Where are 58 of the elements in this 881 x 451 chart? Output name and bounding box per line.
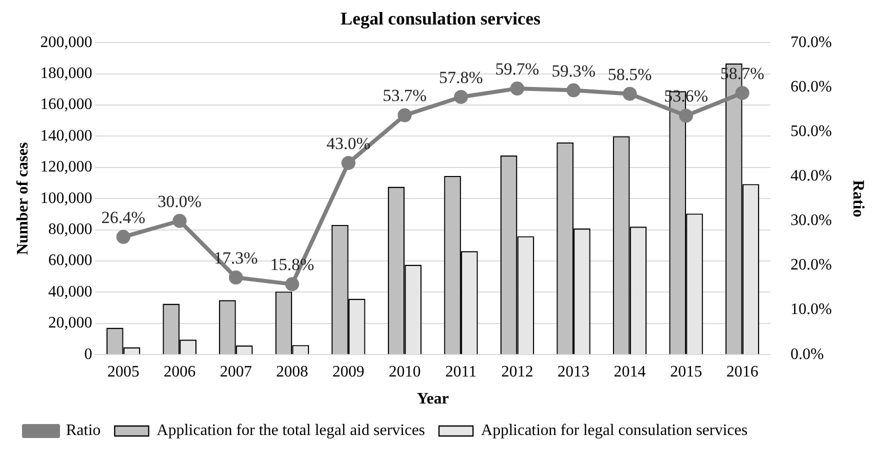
- data-label: 30.0%: [158, 192, 202, 211]
- x-tick-label: 2009: [332, 363, 364, 380]
- y2-tick-label: 70.0%: [790, 34, 832, 51]
- x-tick-label: 2013: [558, 363, 590, 380]
- point: [228, 270, 243, 284]
- data-label: 59.7%: [495, 59, 540, 78]
- y2-tick-label: 20.0%: [790, 256, 832, 274]
- point: [398, 108, 412, 122]
- y-tick-label: 120,000: [40, 158, 92, 176]
- x-tick-label: 2008: [276, 363, 308, 380]
- x-tick-label: 2015: [670, 363, 702, 380]
- data-label: 26.4%: [101, 208, 146, 227]
- y-tick-label: 140,000: [40, 127, 92, 144]
- y2-tick-label: 40.0%: [790, 168, 832, 185]
- point: [622, 86, 637, 101]
- point: [566, 83, 581, 98]
- y2-axis-title: Ratio: [849, 180, 866, 218]
- x-tick-label: 2012: [501, 363, 534, 380]
- point: [285, 277, 300, 292]
- data-label: 58.5%: [608, 64, 652, 84]
- legend-label: Ratio: [66, 422, 101, 440]
- point: [116, 230, 130, 244]
- y2-tick-label: 0.0%: [790, 346, 824, 363]
- legend-label: Application for legal consulation services: [481, 422, 748, 440]
- y-tick-label: 100,000: [40, 190, 92, 207]
- point: [679, 108, 694, 123]
- y-tick-label: 200,000: [40, 34, 92, 51]
- data-label: 53.7%: [382, 86, 427, 106]
- y2-tick-label: 30.0%: [790, 212, 832, 230]
- x-tick-label: 2014: [614, 363, 646, 380]
- point: [172, 214, 187, 228]
- y-tick-label: 20,000: [48, 314, 92, 332]
- data-label: 57.8%: [439, 68, 483, 87]
- x-tick-label: 2016: [726, 363, 758, 380]
- point: [510, 82, 524, 96]
- x-tick-label: 2006: [164, 363, 196, 380]
- y2-tick-label: 60.0%: [790, 78, 832, 96]
- point: [341, 156, 356, 170]
- y2-tick-label: 50.0%: [790, 122, 832, 140]
- legend-label: Application for the total legal aid services: [156, 422, 426, 440]
- chart-title: Legal consulation services: [340, 8, 540, 28]
- y-tick-label: 180,000: [40, 65, 92, 82]
- y-tick-label: 80,000: [48, 221, 92, 238]
- x-tick-label: 2007: [220, 363, 252, 380]
- y2-tick-label: 10.0%: [790, 301, 832, 318]
- y-tick-label: 0: [84, 346, 92, 363]
- x-tick-label: 2010: [388, 363, 421, 380]
- data-label: 59.3%: [552, 61, 596, 80]
- x-tick-label: 2005: [107, 363, 140, 380]
- point: [454, 90, 468, 104]
- y-tick-label: 40,000: [48, 283, 92, 300]
- x-tick-label: 2011: [445, 363, 477, 380]
- data-label: 43.0%: [326, 134, 370, 153]
- y-tick-label: 160,000: [40, 96, 92, 114]
- point: [735, 86, 750, 100]
- x-axis-title: Year: [416, 390, 449, 408]
- y-tick-label: 60,000: [48, 252, 92, 270]
- y-axis-title: Number of cases: [14, 142, 32, 255]
